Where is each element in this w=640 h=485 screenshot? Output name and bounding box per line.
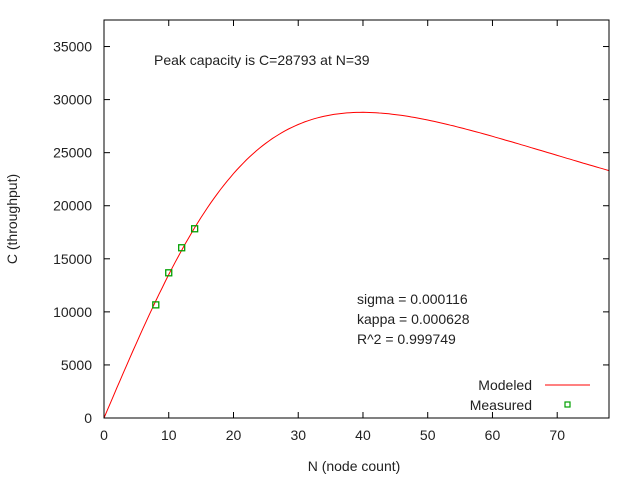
measured-point — [152, 301, 160, 309]
y-tick-label: 0 — [84, 410, 92, 426]
legend-label-measured: Measured — [470, 397, 532, 413]
x-axis-label: N (node count) — [308, 458, 401, 474]
y-tick-label: 20000 — [53, 198, 92, 214]
x-tick-label: 50 — [420, 427, 436, 443]
x-tick-label: 30 — [290, 427, 306, 443]
annotation-sigma: sigma = 0.000116 — [357, 291, 468, 307]
y-axis-label: C (throughput) — [4, 174, 20, 264]
y-tick-label: 30000 — [53, 92, 92, 108]
annotation-r2: R^2 = 0.999749 — [357, 331, 456, 347]
legend: Modeled Measured — [470, 377, 590, 413]
plot-border — [103, 19, 610, 419]
annotation-peak: Peak capacity is C=28793 at N=39 — [154, 52, 370, 68]
x-tick-label: 40 — [355, 427, 371, 443]
measured-point — [190, 225, 199, 233]
x-tick-label: 10 — [161, 427, 177, 443]
measured-points-group — [152, 225, 199, 309]
modeled-curve-group — [103, 111, 610, 419]
x-tick-label: 70 — [549, 427, 565, 443]
x-tick-label: 20 — [226, 427, 242, 443]
measured-point — [178, 244, 186, 252]
y-tick-label: 10000 — [53, 304, 92, 320]
legend-swatch-measured — [564, 401, 571, 408]
x-tick-label: 0 — [100, 427, 108, 443]
axes: 0 10 20 30 40 50 60 70 0 5000 10000 15000 20000 25000… — [53, 20, 609, 443]
y-tick-label: 15000 — [53, 251, 92, 267]
y-tick-label: 5000 — [61, 357, 92, 373]
x-tick-label: 60 — [485, 427, 501, 443]
measured-point — [165, 269, 173, 277]
modeled-curve — [103, 111, 610, 419]
y-tick-label: 35000 — [53, 39, 92, 55]
legend-label-modeled: Modeled — [478, 377, 532, 393]
annotation-kappa: kappa = 0.000628 — [357, 311, 470, 327]
y-tick-label: 25000 — [53, 145, 92, 161]
